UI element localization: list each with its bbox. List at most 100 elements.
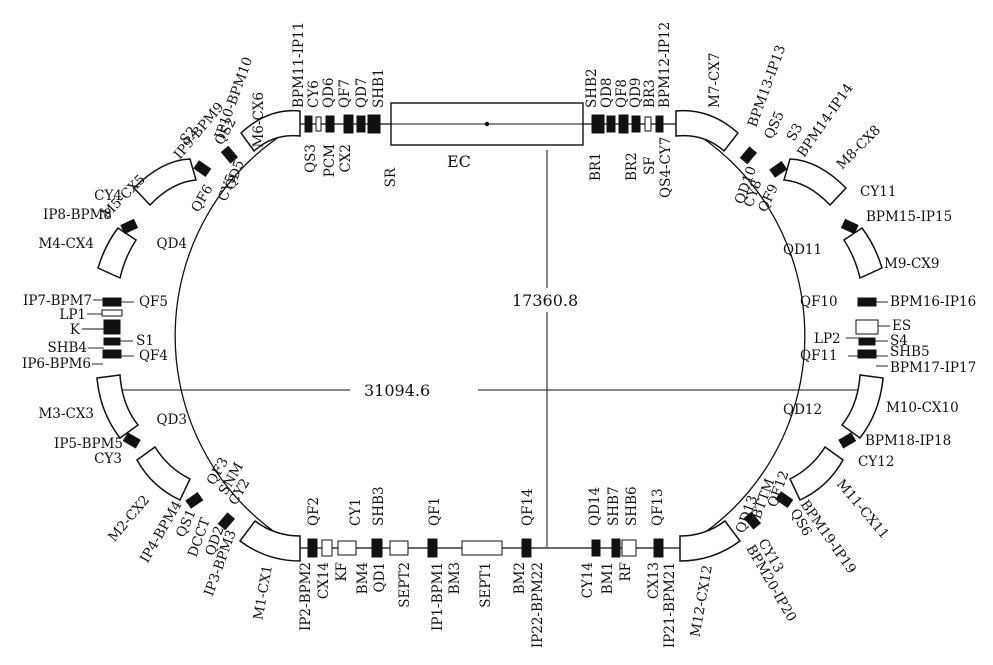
label-cy6: CY6: [306, 80, 322, 108]
height-dimension-label: 17360.8: [512, 291, 578, 310]
left-labels: CY4 IP8-BPM8 QD4 M4-CX4 IP7-BPM7 QF5 LP1…: [22, 188, 187, 467]
label-cx13: CX13: [646, 562, 662, 599]
qd5-magnet: [220, 145, 239, 164]
qf8-magnet: [618, 114, 629, 134]
label-shb6: SHB6: [624, 486, 640, 526]
cx14-magnet: [321, 539, 333, 557]
qf5-magnet: [102, 297, 122, 307]
label-bpm11-ip11: BPM11-IP11: [291, 22, 307, 108]
label-m10-cx10: M10-CX10: [886, 400, 959, 416]
dipole-m10: [840, 374, 884, 440]
label-m1-cx1: M1-CX1: [251, 564, 276, 621]
qf14-magnet: [521, 538, 532, 558]
label-pcm: PCM: [322, 144, 338, 177]
label-bm4: BM4: [355, 562, 371, 594]
label-m3-cx3: M3-CX3: [38, 406, 94, 422]
label-qf8: QF8: [614, 79, 630, 108]
label-shb1: SHB1: [371, 68, 387, 108]
label-ip6-bpm6: IP6-BPM6: [22, 356, 91, 372]
ec-section: [390, 102, 584, 146]
qf12-magnet: [775, 491, 794, 508]
label-qd11: QD11: [783, 242, 822, 258]
shb1-magnet: [367, 114, 381, 134]
label-bpm16-ip16: BPM16-IP16: [890, 294, 976, 310]
label-ip5-bpm5: IP5-BPM5: [54, 436, 123, 452]
qf9-magnet: [769, 161, 788, 178]
label-bm1: BM1: [600, 562, 616, 594]
qd2-magnet: [217, 512, 236, 531]
label-qf6: QF6: [188, 182, 216, 215]
dipole-m5: [132, 158, 197, 207]
dipole-m11: [789, 445, 844, 501]
qs3-magnet: [304, 115, 313, 133]
label-cy1: CY1: [348, 498, 364, 526]
qf7-magnet: [343, 114, 354, 134]
s4-magnet: [858, 337, 876, 346]
sept1-magnet: [461, 540, 503, 556]
label-ip22-bpm22: IP22-BPM22: [530, 562, 546, 648]
label-m6-cx6: M6-CX6: [251, 92, 267, 148]
qd6-magnet: [325, 115, 335, 133]
label-br1: BR1: [588, 152, 604, 181]
beam-path: [174, 123, 806, 549]
dimension-lines: [113, 150, 862, 547]
k-kicker: [103, 319, 121, 335]
label-cy4: CY4: [94, 188, 122, 204]
ec-section-label: EC: [447, 152, 471, 171]
qd11-magnet: [840, 218, 859, 235]
label-qd3: QD3: [157, 412, 187, 428]
dipole-m8: [783, 158, 848, 207]
qd8-magnet: [606, 115, 616, 133]
label-cy12: CY12: [858, 454, 894, 470]
label-qs3: QS3: [303, 144, 319, 173]
label-m2-cx2: M2-CX2: [105, 492, 153, 545]
label-rf: RF: [618, 562, 634, 582]
label-cx2: CX2: [338, 144, 354, 173]
ring-components: [101, 114, 879, 558]
label-bm2: BM2: [512, 562, 528, 594]
label-qd12: QD12: [783, 402, 822, 418]
qf13-magnet: [653, 538, 664, 558]
label-bm3: BM3: [447, 562, 463, 594]
lp1-element: [101, 309, 123, 317]
label-qd7: QD7: [354, 78, 370, 108]
label-qf1: QF1: [427, 497, 443, 526]
qd13-magnet: [743, 511, 762, 530]
label-ip2-bpm2: IP2-BPM2: [298, 562, 314, 631]
qf6-magnet: [193, 160, 212, 177]
label-m11-cx11: M11-CX11: [833, 476, 892, 542]
label-sept2: SEPT2: [397, 562, 413, 608]
qd10-magnet: [739, 146, 758, 165]
label-k: K: [70, 322, 81, 338]
es-element: [855, 319, 879, 335]
qd3-magnet: [122, 432, 141, 449]
label-qf13: QF13: [650, 488, 666, 526]
label-bpm15-ip15: BPM15-IP15: [866, 209, 952, 225]
label-qf4: QF4: [139, 348, 168, 364]
label-qf11: QF11: [800, 348, 838, 364]
label-m7-cx7: M7-CX7: [707, 52, 723, 108]
qf3-magnet: [185, 492, 204, 509]
label-kf: KF: [334, 562, 350, 581]
label-qf5: QF5: [139, 294, 168, 310]
label-shb2: SHB2: [584, 68, 600, 108]
label-qf7: QF7: [337, 79, 353, 108]
main-labels: 31094.6 17360.8 EC: [364, 152, 578, 400]
label-cy3: CY3: [94, 451, 122, 467]
shb2-magnet: [591, 114, 605, 134]
label-cy14: CY14: [580, 562, 596, 598]
dipole-magnets: [96, 109, 884, 562]
label-br3: BR3: [642, 79, 658, 108]
label-bpm17-ip17: BPM17-IP17: [890, 360, 976, 376]
label-ip7-bpm7: IP7-BPM7: [23, 293, 92, 309]
label-cy11: CY11: [860, 184, 896, 200]
qf1-magnet: [427, 538, 438, 558]
qf11-magnet: [857, 349, 877, 359]
qf10-magnet: [857, 297, 877, 307]
label-m12-cx12: M12-CX12: [688, 564, 716, 638]
label-shb4: SHB4: [47, 340, 87, 356]
label-qd6: QD6: [321, 78, 337, 108]
dipole-m7: [675, 109, 740, 153]
label-qd9: QD9: [628, 78, 644, 108]
